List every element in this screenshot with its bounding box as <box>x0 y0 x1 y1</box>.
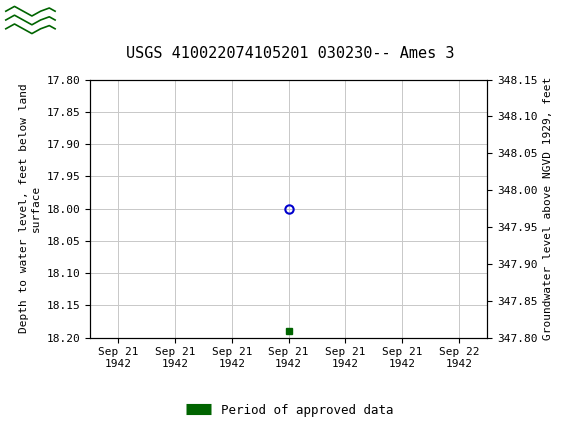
Text: USGS 410022074105201 030230-- Ames 3: USGS 410022074105201 030230-- Ames 3 <box>126 46 454 61</box>
Legend: Period of approved data: Period of approved data <box>181 399 399 421</box>
Y-axis label: Groundwater level above NGVD 1929, feet: Groundwater level above NGVD 1929, feet <box>543 77 553 340</box>
Bar <box>3 2 55 38</box>
Y-axis label: Depth to water level, feet below land
surface: Depth to water level, feet below land su… <box>19 84 41 333</box>
Text: USGS: USGS <box>58 11 102 29</box>
